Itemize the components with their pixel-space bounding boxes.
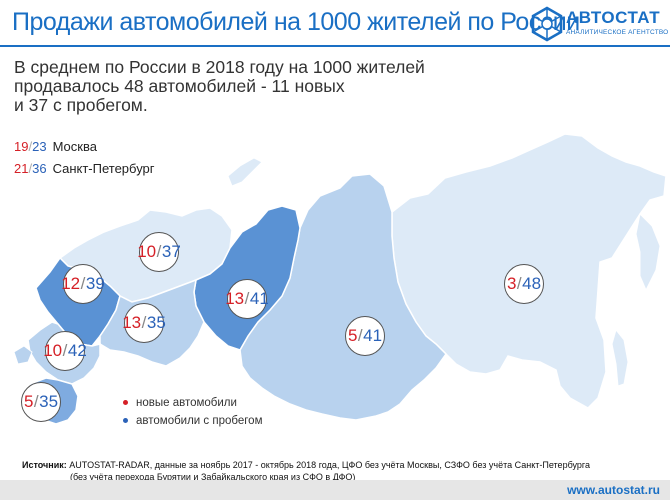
region-badge-south: 10/42 [43, 331, 87, 371]
value-separator: / [156, 242, 162, 261]
header-divider [0, 45, 670, 47]
new-cars-value: 21 [14, 161, 29, 176]
new-cars-value: 5 [347, 326, 358, 345]
value-separator: / [62, 341, 68, 360]
region-badge-far-east: 3/48 [504, 264, 544, 304]
intro-line: В среднем по России в 2018 году на 1000 … [14, 57, 425, 77]
novaya-zemlya [227, 157, 263, 187]
region-badge-central: 12/39 [61, 264, 105, 304]
logo-icon [531, 6, 563, 42]
city-saint-petersburg: 21/36 Санкт-Петербург [14, 161, 155, 176]
kamchatka [635, 212, 661, 292]
intro-line: продавалось 48 автомобилей - 11 новых [14, 76, 345, 96]
value-separator: / [28, 139, 33, 154]
red-dot-icon [123, 400, 128, 406]
used-cars-value: 41 [363, 326, 383, 345]
legend-label: автомобили с пробегом [136, 415, 263, 427]
legend-used-cars: автомобили с пробегом [123, 415, 263, 427]
region-badge-north-west: 10/37 [137, 232, 181, 272]
new-cars-value: 10 [137, 242, 157, 261]
logo-name: АВТОСТАТ [566, 8, 661, 27]
value-separator: / [244, 289, 250, 308]
intro-text: В среднем по России в 2018 году на 1000 … [14, 58, 434, 115]
region-badge-north-caucasus: 5/35 [21, 382, 61, 422]
new-cars-value: 12 [61, 274, 81, 293]
legend-new-cars: новые автомобили [123, 397, 237, 409]
value-separator: / [516, 274, 522, 293]
new-cars-value: 5 [23, 392, 34, 411]
city-label: Москва [52, 139, 97, 154]
used-cars-value: 23 [32, 139, 47, 154]
value-separator: / [357, 326, 363, 345]
sakhalin-island [611, 328, 629, 387]
value-separator: / [28, 161, 33, 176]
crimea [13, 345, 33, 365]
legend-label: новые автомобили [136, 397, 237, 409]
used-cars-value: 39 [85, 274, 105, 293]
used-cars-value: 41 [249, 289, 269, 308]
blue-dot-icon [123, 418, 128, 424]
city-label: Санкт-Петербург [52, 161, 155, 176]
new-cars-value: 10 [43, 341, 63, 360]
new-cars-value: 13 [225, 289, 245, 308]
logo-subtitle: АНАЛИТИЧЕСКОЕ АГЕНТСТВО [566, 29, 669, 36]
new-cars-value: 19 [14, 139, 29, 154]
region-urals [193, 205, 301, 351]
city-moscow: 19/23 Москва [14, 139, 97, 154]
value-separator: / [80, 274, 86, 293]
used-cars-value: 42 [67, 341, 87, 360]
source-text-line2: (без учёта перехода Бурятии и Забайкальс… [70, 472, 356, 482]
website-link[interactable]: www.autostat.ru [0, 480, 670, 500]
new-cars-value: 13 [122, 313, 142, 332]
region-badge-urals: 13/41 [225, 279, 269, 319]
region-badge-siberia: 5/41 [345, 316, 385, 356]
used-cars-value: 35 [39, 392, 59, 411]
new-cars-value: 3 [506, 274, 517, 293]
value-separator: / [141, 313, 147, 332]
value-separator: / [33, 392, 39, 411]
intro-line: и 37 с пробегом. [14, 95, 148, 115]
source-label: Источник: [22, 460, 67, 470]
used-cars-value: 37 [161, 242, 181, 261]
autostat-logo: АВТОСТАТ АНАЛИТИЧЕСКОЕ АГЕНТСТВО [527, 4, 669, 44]
page-title: Продажи автомобилей на 1000 жителей по Р… [12, 8, 580, 36]
source-text: AUTOSTAT-RADAR, данные за ноябрь 2017 - … [69, 460, 591, 470]
region-badge-volga: 13/35 [122, 303, 166, 343]
used-cars-value: 48 [522, 274, 542, 293]
source-note: Источник: AUTOSTAT-RADAR, данные за нояб… [22, 459, 590, 483]
used-cars-value: 35 [146, 313, 166, 332]
used-cars-value: 36 [32, 161, 47, 176]
